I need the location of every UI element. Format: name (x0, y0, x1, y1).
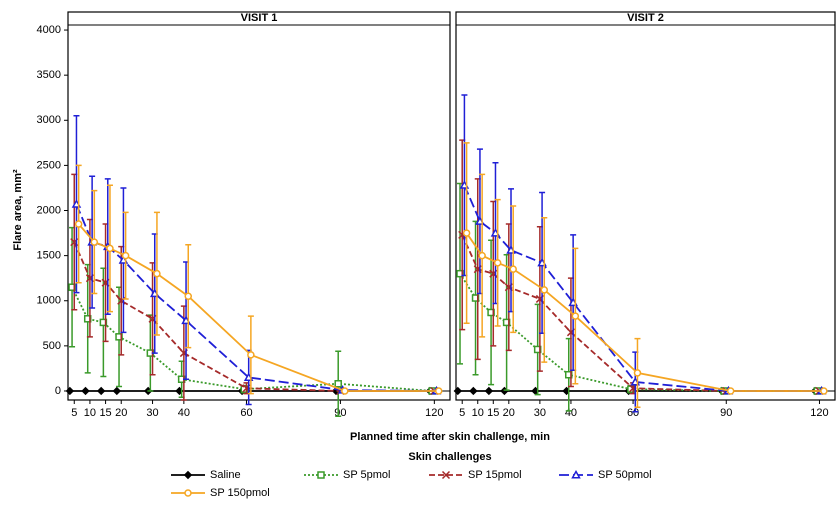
y-tick-label: 3500 (37, 69, 61, 81)
marker (471, 294, 480, 302)
marker (540, 286, 549, 294)
marker (484, 386, 494, 396)
marker (462, 229, 471, 237)
series-line (461, 234, 820, 392)
marker (65, 386, 75, 396)
x-tick-label: 40 (565, 407, 577, 419)
series-line (75, 203, 437, 392)
legend-label: SP 150pmol (210, 487, 270, 499)
marker (153, 269, 161, 278)
marker (726, 387, 735, 395)
legend-marker (441, 470, 451, 480)
marker (341, 387, 349, 395)
legend-label: SP 50pmol (598, 469, 652, 481)
y-axis-label: Flare area, mm² (12, 169, 24, 251)
marker (247, 351, 255, 359)
marker (502, 318, 511, 327)
series-line (465, 232, 824, 392)
legend-label: SP 15pmol (468, 469, 522, 481)
marker (564, 370, 573, 379)
x-tick-label: 90 (720, 407, 732, 419)
marker (478, 251, 486, 260)
marker (121, 251, 130, 260)
marker (81, 386, 90, 396)
marker (112, 386, 122, 396)
x-tick-label: 30 (534, 407, 546, 419)
legend-marker (317, 471, 325, 479)
x-tick-label: 60 (627, 407, 639, 419)
y-tick-label: 0 (55, 385, 61, 397)
x-tick-label: 20 (503, 407, 515, 419)
x-tick-label: 120 (810, 407, 828, 419)
legend-marker (184, 489, 192, 497)
x-tick-label: 10 (472, 407, 484, 419)
marker (115, 333, 123, 341)
marker (68, 283, 76, 291)
marker (434, 387, 443, 395)
panel-frame (455, 11, 836, 401)
y-tick-label: 4000 (37, 24, 61, 36)
legend-label: Saline (210, 469, 241, 481)
x-axis-label: Planned time after skin challenge, min (350, 431, 550, 443)
x-tick-label: 90 (334, 407, 346, 419)
series-line (71, 286, 433, 392)
x-tick-label: 10 (84, 407, 96, 419)
series-line (463, 184, 822, 392)
marker (96, 386, 106, 396)
marker (83, 315, 92, 323)
panel-title: VISIT 2 (627, 12, 664, 24)
marker (509, 265, 517, 273)
marker (571, 312, 580, 320)
panel-frame (67, 11, 451, 401)
legend-marker (571, 469, 581, 479)
panel-title: VISIT 1 (241, 12, 278, 24)
x-tick-label: 15 (487, 407, 499, 419)
marker (633, 369, 642, 377)
marker (74, 220, 83, 228)
y-tick-label: 2500 (37, 159, 61, 171)
x-tick-label: 5 (71, 407, 77, 419)
x-tick-label: 5 (459, 407, 465, 419)
x-tick-label: 120 (425, 407, 443, 419)
x-tick-label: 60 (240, 407, 252, 419)
legend-title: Skin challenges (408, 451, 491, 463)
marker (820, 387, 828, 395)
marker (99, 318, 108, 327)
x-tick-label: 40 (178, 407, 190, 419)
marker (106, 244, 114, 253)
legend-label: SP 5pmol (343, 469, 391, 481)
y-tick-label: 1000 (37, 295, 61, 307)
marker (453, 386, 463, 396)
y-tick-label: 2000 (37, 204, 61, 216)
x-tick-label: 30 (146, 407, 158, 419)
marker (487, 308, 495, 317)
x-tick-label: 15 (99, 407, 111, 419)
marker (456, 269, 464, 278)
marker (469, 386, 478, 396)
marker (334, 380, 342, 388)
legend-marker (183, 470, 193, 480)
y-tick-label: 3000 (37, 114, 61, 126)
marker (533, 345, 542, 354)
marker (184, 292, 193, 300)
marker (90, 238, 99, 246)
y-tick-label: 500 (43, 340, 61, 352)
y-tick-label: 1500 (37, 250, 61, 262)
x-tick-label: 20 (115, 407, 127, 419)
marker (493, 259, 502, 267)
